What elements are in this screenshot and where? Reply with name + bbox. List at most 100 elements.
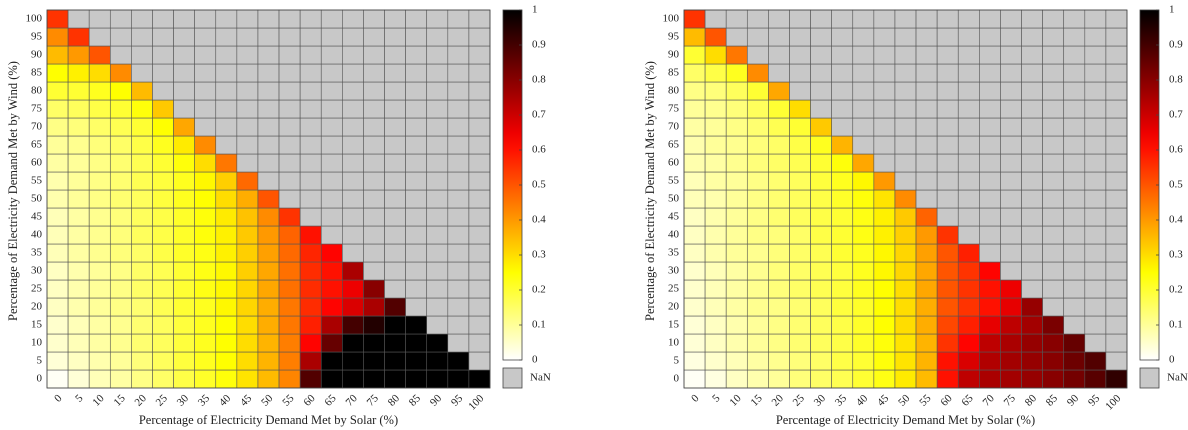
x-tick-label: 0 xyxy=(52,392,65,405)
heat-cell xyxy=(768,207,790,227)
plot-frame xyxy=(683,9,1128,389)
nan-cell xyxy=(405,117,428,137)
nan-cell xyxy=(468,63,491,83)
nan-cell xyxy=(936,27,959,47)
nan-cell xyxy=(873,63,896,83)
nan-cell xyxy=(1021,243,1043,263)
heat-cell xyxy=(342,297,364,317)
heat-cell xyxy=(915,225,938,245)
colorbar-tick-label: 0.1 xyxy=(1169,319,1183,331)
nan-cell xyxy=(873,45,896,65)
heat-cell xyxy=(46,207,69,227)
heat-cell xyxy=(194,153,217,173)
heat-cell xyxy=(278,315,301,335)
heat-cell xyxy=(936,261,959,281)
heat-cell xyxy=(704,27,727,47)
heat-cell xyxy=(725,135,748,155)
nan-cell xyxy=(936,9,959,29)
nan-cell xyxy=(1042,81,1065,101)
y-tick-label: 70 xyxy=(31,121,43,133)
x-tick-label: 70 xyxy=(981,392,998,409)
nan-cell xyxy=(1042,297,1065,317)
nan-cell xyxy=(236,81,259,101)
nan-cell xyxy=(447,315,470,335)
y-tick-label: 40 xyxy=(31,229,43,241)
heat-cell xyxy=(746,369,769,389)
nan-cell xyxy=(447,27,470,47)
heat-cell xyxy=(278,333,301,353)
nan-cell xyxy=(1042,279,1065,299)
nan-cell xyxy=(1042,27,1065,47)
nan-cell xyxy=(342,99,364,119)
nan-cell xyxy=(1084,333,1107,353)
nan-cell xyxy=(447,135,470,155)
heat-cell xyxy=(88,261,111,281)
heat-cell xyxy=(683,279,706,299)
nan-cell xyxy=(426,171,449,191)
heat-cell xyxy=(109,225,132,245)
heat-cell xyxy=(894,297,917,317)
nan-cell xyxy=(320,9,343,29)
nan-cell xyxy=(1021,45,1043,65)
y-tick-label: 60 xyxy=(668,157,680,169)
heat-cell xyxy=(173,261,195,281)
heat-cell xyxy=(131,189,153,209)
nan-cell xyxy=(1000,207,1022,227)
heat-cell xyxy=(342,279,364,299)
nan-cell xyxy=(979,99,1001,119)
heat-cell xyxy=(88,315,111,335)
nan-cell xyxy=(447,171,470,191)
nan-cell xyxy=(468,351,491,371)
nan-cell xyxy=(447,333,470,353)
heat-cell xyxy=(768,189,790,209)
heat-cell xyxy=(768,153,790,173)
heat-cell xyxy=(131,99,153,119)
nan-cell xyxy=(1084,189,1107,209)
heat-cell xyxy=(88,99,111,119)
heat-cell xyxy=(88,135,111,155)
y-tick-label: 35 xyxy=(31,247,43,259)
nan-cell xyxy=(299,63,322,83)
nan-cell xyxy=(173,27,195,47)
nan-cell xyxy=(468,45,491,65)
nan-cell xyxy=(852,27,875,47)
heat-cell xyxy=(109,297,132,317)
nan-cell xyxy=(936,135,959,155)
nan-cell xyxy=(384,63,406,83)
x-tick-label: 25 xyxy=(154,392,171,409)
nan-cell xyxy=(957,207,980,227)
heat-cell xyxy=(384,369,406,389)
heat-cell xyxy=(299,351,322,371)
nan-cell xyxy=(320,81,343,101)
heat-cell xyxy=(894,351,917,371)
heat-cell xyxy=(831,171,854,191)
heat-cell xyxy=(278,297,301,317)
heat-cell xyxy=(257,279,280,299)
nan-cell xyxy=(1063,45,1086,65)
nan-cell xyxy=(1021,261,1043,281)
heat-cell xyxy=(46,351,69,371)
heat-cell xyxy=(67,369,90,389)
heat-cell xyxy=(152,243,174,263)
y-axis-title: Percentage of Electricity Demand Met by … xyxy=(643,61,657,321)
nan-cell xyxy=(936,171,959,191)
heat-cell xyxy=(873,261,896,281)
heat-cell xyxy=(789,315,811,335)
x-tick-label: 45 xyxy=(875,392,892,409)
heat-cell xyxy=(789,171,811,191)
nan-cell xyxy=(384,279,406,299)
nan-cell xyxy=(257,135,280,155)
heat-cell xyxy=(725,243,748,263)
heat-cell xyxy=(67,243,90,263)
nan-cell xyxy=(1084,9,1107,29)
nan-cell xyxy=(1000,99,1022,119)
nan-cell xyxy=(363,225,385,245)
heat-cell xyxy=(683,333,706,353)
nan-cell xyxy=(1021,27,1043,47)
x-tick-label: 15 xyxy=(111,392,128,409)
nan-cell xyxy=(936,45,959,65)
colorbar-tick-label: 0.8 xyxy=(1169,74,1183,86)
heat-cell xyxy=(67,189,90,209)
heat-cell xyxy=(725,189,748,209)
